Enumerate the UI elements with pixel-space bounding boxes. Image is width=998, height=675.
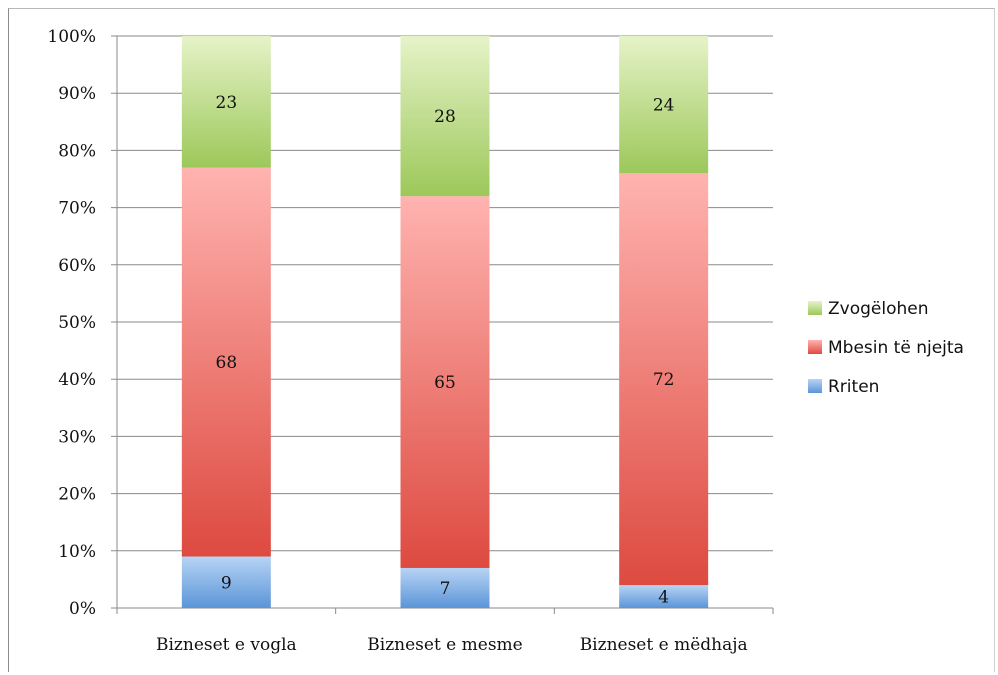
y-tick-label: 10% (58, 542, 96, 562)
legend-label: Zvogëlohen (828, 299, 929, 319)
y-tick-label: 60% (58, 256, 96, 276)
data-label: 28 (434, 107, 456, 127)
y-tick-labels: 0% 10% 20% 30% 40% 50% 60% 70% 80% 90% 100% (47, 27, 96, 619)
y-tick-label: 70% (58, 199, 96, 219)
bar-segment-zvogëlohen (400, 36, 490, 197)
data-label: 7 (440, 579, 451, 599)
legend: Zvogëlohen Mbesin të njejta Rriten (808, 299, 964, 397)
y-tick-label: 30% (58, 427, 96, 447)
data-label: 24 (653, 96, 675, 116)
y-tick-label: 40% (58, 370, 96, 390)
legend-swatch (808, 340, 822, 354)
x-category-label: Bizneset e mesme (367, 635, 522, 655)
y-tick-label: 0% (69, 599, 96, 619)
y-tick-label: 50% (58, 313, 96, 333)
legend-swatch (808, 301, 822, 315)
y-tick-label: 100% (47, 27, 96, 47)
x-category-label: Bizneset e mëdhaja (580, 635, 748, 655)
data-label: 68 (216, 353, 238, 373)
legend-label: Mbesin të njejta (828, 338, 964, 358)
y-tick-label: 20% (58, 485, 96, 505)
data-label: 23 (216, 93, 238, 113)
bars: 9 68 23 7 65 28 4 72 24 (181, 36, 709, 608)
bar-segment-rriten (400, 567, 490, 608)
bar-segment-mbesin-të-njejta (400, 196, 490, 568)
y-tick-label: 80% (58, 141, 96, 161)
bar-segment-mbesin-të-njejta (619, 173, 709, 586)
bar-segment-zvogëlohen (181, 36, 271, 168)
bar-segment-mbesin-të-njejta (181, 167, 271, 557)
data-label: 65 (434, 373, 456, 393)
data-label: 9 (221, 573, 232, 593)
x-category-label: Bizneset e vogla (156, 635, 297, 655)
data-label: 4 (658, 588, 669, 608)
chart-frame (8, 8, 995, 672)
bar-segment-rriten (181, 556, 271, 608)
x-category-labels: Bizneset e vogla Bizneset e mesme Bizneset… (156, 635, 748, 655)
legend-label: Rriten (828, 377, 879, 397)
bar-segment-zvogëlohen (619, 36, 709, 174)
bar-segment-rriten (619, 585, 709, 608)
legend-swatch (808, 379, 822, 393)
y-tick-label: 90% (58, 84, 96, 104)
data-label: 72 (653, 370, 675, 390)
